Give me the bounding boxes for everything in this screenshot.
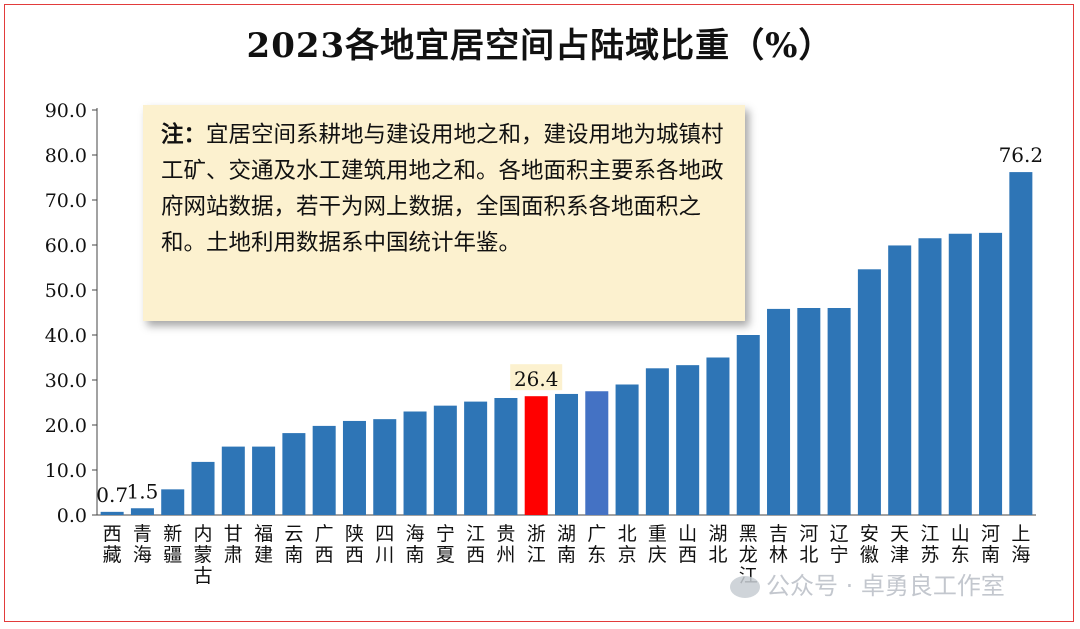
y-tick-label: 50.0 bbox=[45, 280, 87, 302]
y-tick-label: 70.0 bbox=[45, 190, 87, 212]
x-tick-label: 甘肃 bbox=[224, 523, 243, 566]
x-tick-label: 江苏 bbox=[920, 523, 939, 566]
x-tick-label: 北京 bbox=[618, 523, 637, 566]
bar bbox=[161, 489, 185, 515]
bar bbox=[767, 308, 791, 515]
chart-title: 2023各地宜居空间占陆域比重（%） bbox=[246, 26, 834, 66]
x-tick-label: 云南 bbox=[284, 523, 303, 566]
bar bbox=[979, 232, 1003, 515]
x-tick-label: 内蒙古 bbox=[194, 523, 213, 587]
bar bbox=[827, 308, 851, 515]
bar bbox=[494, 398, 518, 515]
x-tick-label: 青海 bbox=[133, 523, 152, 566]
x-tick-label: 湖北 bbox=[708, 523, 727, 566]
data-label: 76.2 bbox=[999, 143, 1044, 167]
bar bbox=[221, 446, 245, 515]
bar bbox=[252, 446, 276, 515]
wechat-icon bbox=[730, 576, 760, 598]
x-tick-label: 河北 bbox=[799, 523, 818, 566]
y-tick-label: 60.0 bbox=[45, 235, 87, 257]
y-tick-label: 40.0 bbox=[45, 325, 87, 347]
bar bbox=[797, 308, 821, 515]
data-label-bg bbox=[510, 364, 563, 391]
watermark-text: 公众号 · 卓勇良工作室 bbox=[766, 572, 1005, 600]
bar bbox=[706, 357, 730, 515]
bar bbox=[282, 433, 306, 515]
bar bbox=[433, 405, 457, 515]
y-tick-label: 20.0 bbox=[45, 415, 87, 437]
bar bbox=[554, 393, 579, 515]
watermark: 公众号 · 卓勇良工作室 bbox=[730, 566, 1005, 601]
bar bbox=[645, 368, 669, 515]
y-tick-label: 90.0 bbox=[45, 100, 87, 122]
x-tick-label: 辽宁 bbox=[830, 523, 849, 566]
x-tick-label: 广东 bbox=[587, 523, 606, 566]
x-tick-label: 宁夏 bbox=[436, 523, 455, 566]
bar bbox=[312, 425, 336, 515]
note-text: 宜居空间系耕地与建设用地之和，建设用地为城镇村工矿、交通及水工建筑用地之和。各地… bbox=[161, 122, 724, 256]
x-tick-label: 西藏 bbox=[103, 523, 122, 566]
x-tick-label: 天津 bbox=[890, 523, 909, 566]
x-tick-label: 陕西 bbox=[345, 523, 364, 566]
note-box: 注：宜居空间系耕地与建设用地之和，建设用地为城镇村工矿、交通及水工建筑用地之和。… bbox=[143, 105, 745, 321]
bar bbox=[585, 391, 609, 515]
bar bbox=[857, 269, 881, 515]
x-tick-label: 山东 bbox=[951, 523, 970, 566]
bar bbox=[373, 419, 397, 515]
bar bbox=[736, 335, 760, 515]
x-tick-label: 湖南 bbox=[557, 523, 576, 566]
bar bbox=[615, 384, 639, 515]
y-tick-label: 80.0 bbox=[45, 145, 87, 167]
bar bbox=[1009, 172, 1033, 515]
bar bbox=[464, 401, 488, 515]
x-tick-label: 吉林 bbox=[769, 523, 788, 566]
bar bbox=[100, 511, 124, 515]
data-label: 1.5 bbox=[127, 479, 159, 503]
bar bbox=[676, 365, 700, 515]
bar bbox=[948, 233, 972, 515]
x-tick-label: 浙江 bbox=[527, 523, 546, 566]
x-tick-label: 广西 bbox=[315, 523, 334, 566]
x-tick-label: 重庆 bbox=[648, 523, 667, 566]
x-tick-label: 河南 bbox=[981, 523, 1000, 566]
x-tick-label: 新疆 bbox=[163, 523, 182, 566]
bar bbox=[888, 245, 912, 515]
x-tick-label: 上海 bbox=[1011, 523, 1030, 566]
y-tick-label: 10.0 bbox=[45, 460, 87, 482]
x-tick-label: 福建 bbox=[254, 523, 273, 566]
data-label: 0.7 bbox=[96, 483, 128, 507]
x-tick-label: 海南 bbox=[406, 523, 425, 566]
data-label: 26.4 bbox=[514, 367, 559, 391]
x-tick-label: 安徽 bbox=[860, 523, 879, 566]
bar bbox=[403, 411, 427, 515]
y-tick-label: 0.0 bbox=[57, 505, 87, 527]
x-tick-label: 山西 bbox=[678, 523, 697, 566]
bar bbox=[130, 508, 154, 515]
x-tick-label: 四川 bbox=[375, 523, 394, 566]
bar bbox=[342, 420, 366, 515]
x-tick-label: 贵州 bbox=[496, 523, 515, 566]
chart-frame bbox=[4, 4, 1074, 622]
bar bbox=[191, 461, 215, 515]
x-tick-label: 江西 bbox=[466, 523, 485, 566]
y-tick-label: 30.0 bbox=[45, 370, 87, 392]
bar bbox=[524, 396, 548, 515]
bar bbox=[918, 238, 942, 515]
note-label: 注： bbox=[161, 122, 207, 148]
